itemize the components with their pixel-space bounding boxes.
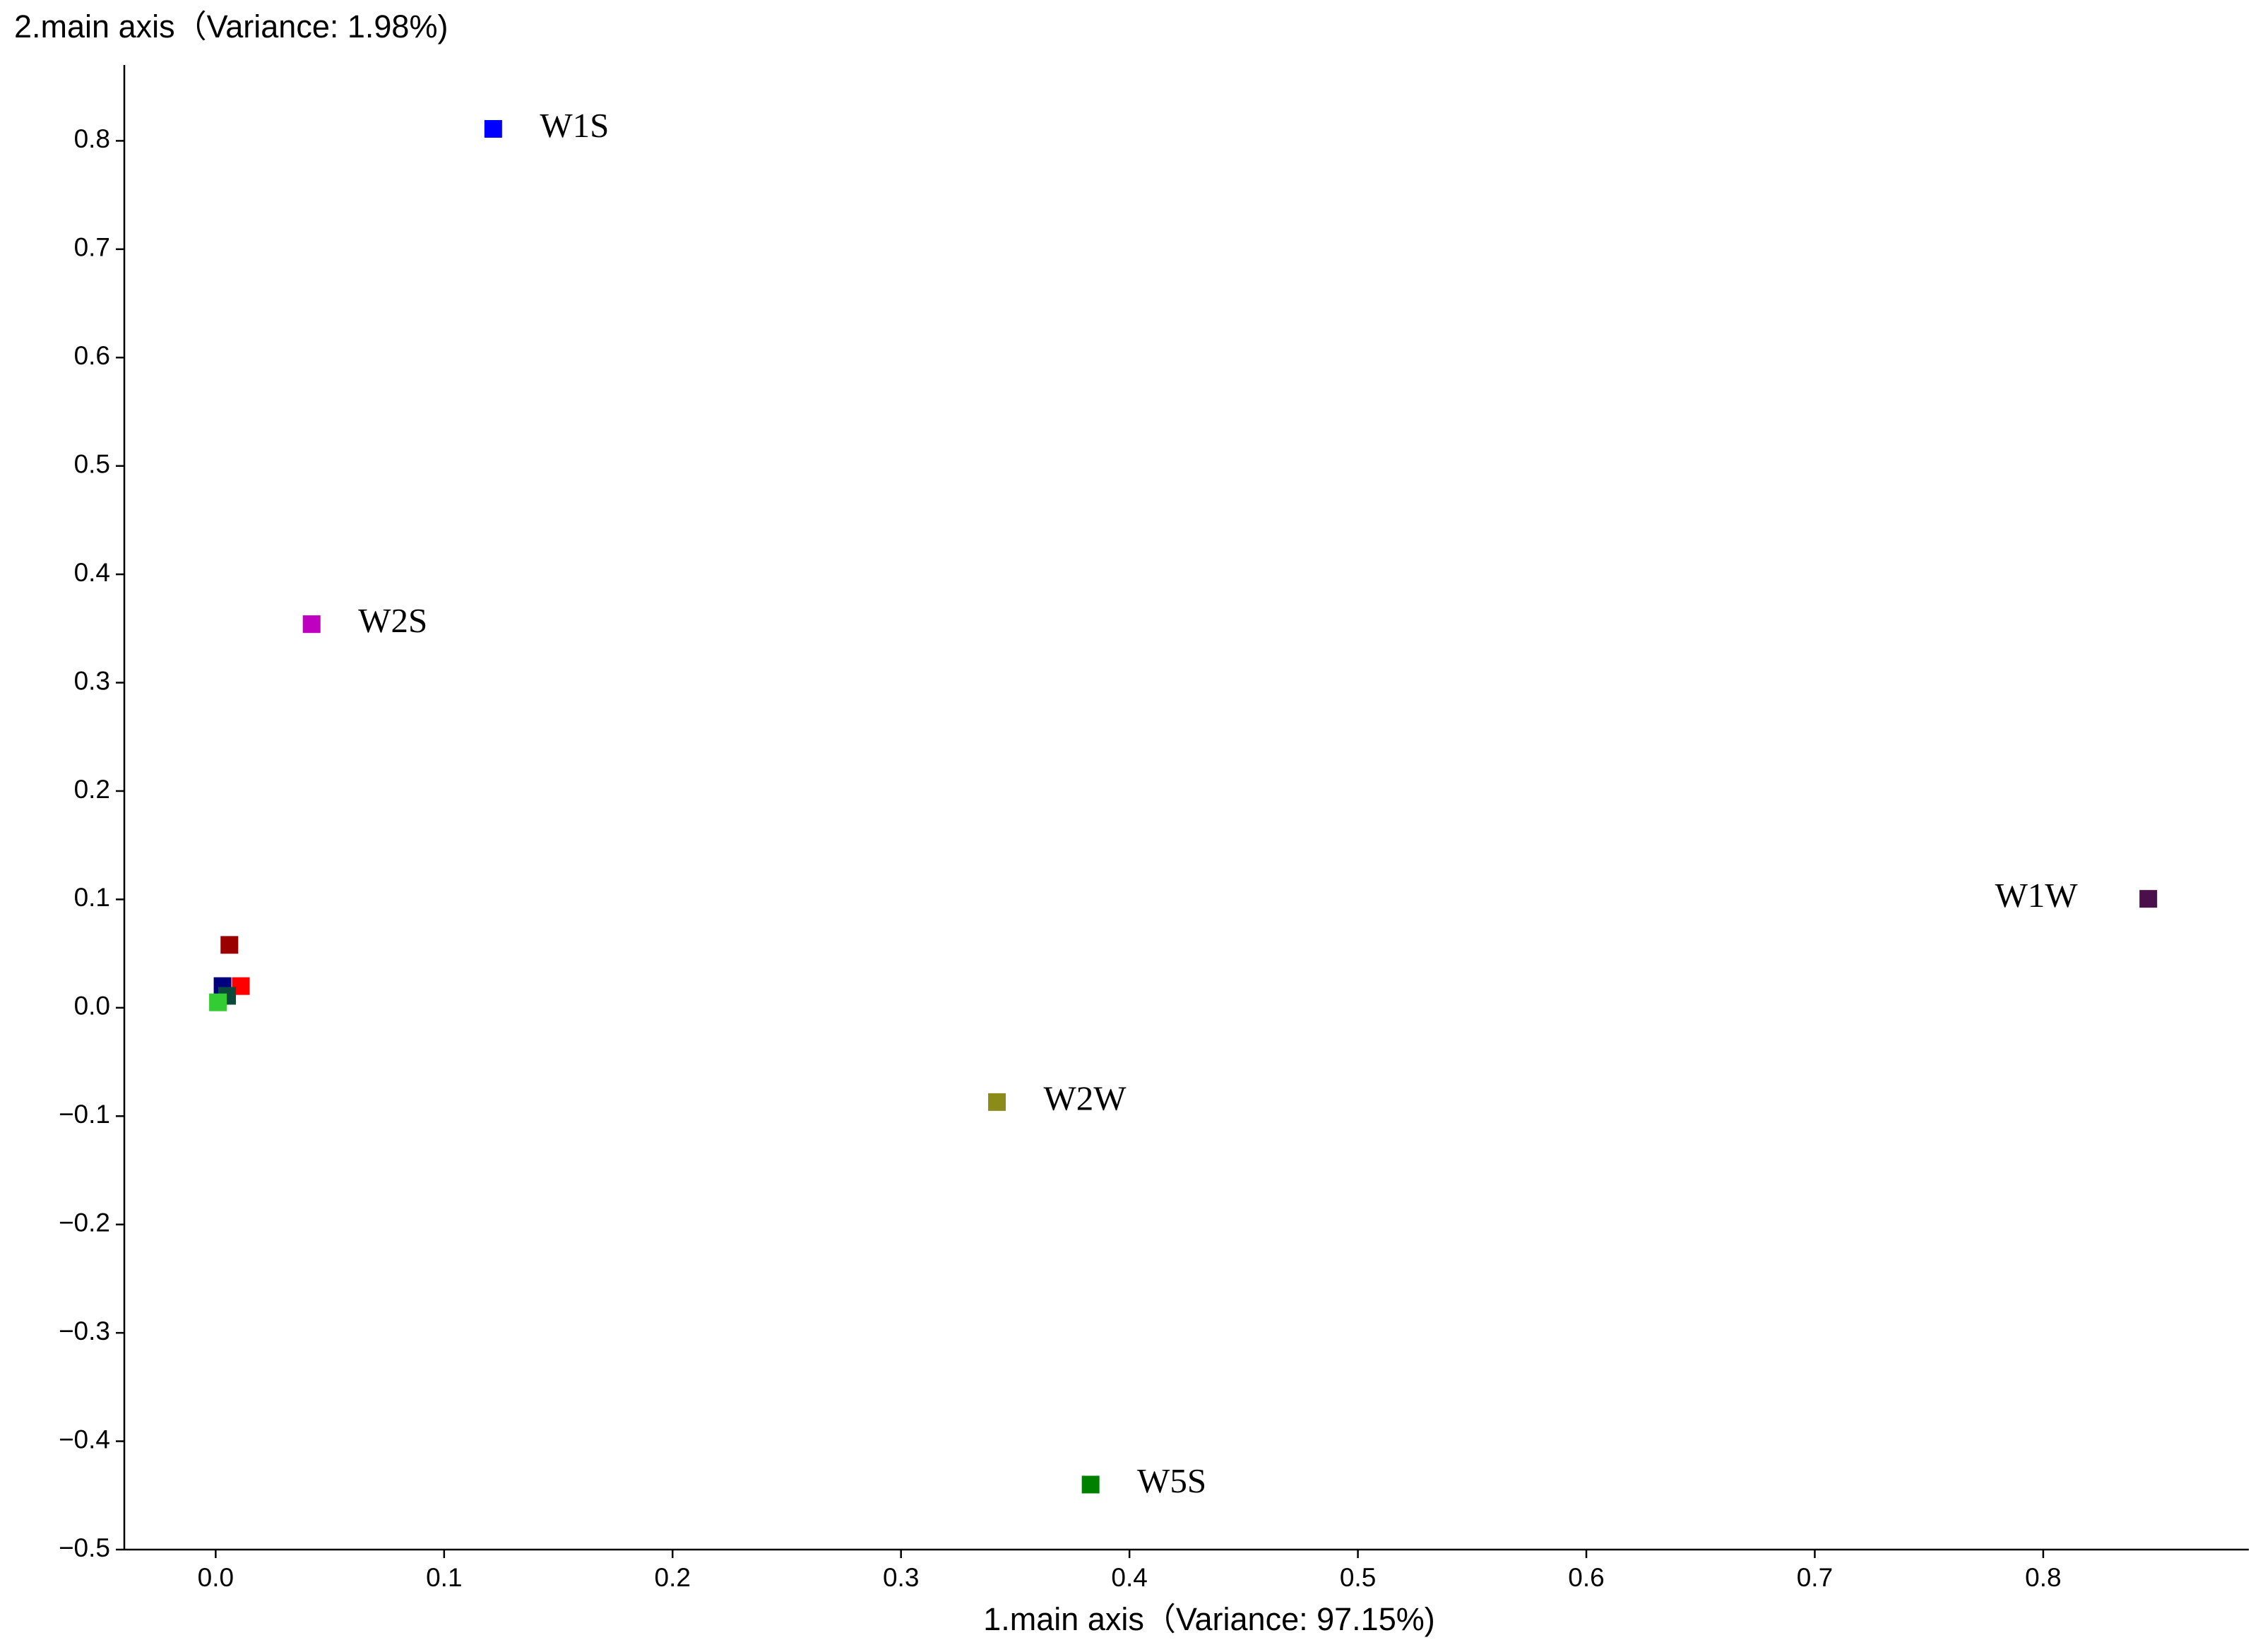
y-tick-label: 0.4 — [74, 558, 110, 587]
y-tick-label: 0.1 — [74, 883, 110, 912]
point — [2139, 890, 2158, 908]
y-tick-label: 0.8 — [74, 124, 110, 153]
y-tick-label: −0.5 — [59, 1533, 110, 1562]
point-label: W2S — [358, 601, 427, 640]
x-tick-label: 0.4 — [1111, 1563, 1147, 1592]
point — [988, 1093, 1006, 1111]
point — [220, 936, 239, 954]
point — [209, 993, 227, 1011]
point — [484, 120, 502, 138]
y-tick-label: −0.2 — [59, 1208, 110, 1237]
x-tick-label: 0.2 — [655, 1563, 691, 1592]
y-tick-label: 0.2 — [74, 775, 110, 804]
point-label: W1W — [1995, 876, 2079, 915]
point-label: W2W — [1044, 1079, 1127, 1118]
point — [1081, 1475, 1100, 1494]
x-tick-label: 0.8 — [2025, 1563, 2061, 1592]
point-label: W1S — [540, 106, 609, 145]
y-axis-title: 2.main axis（Variance: 1.98%) — [14, 8, 448, 44]
point — [302, 615, 321, 634]
x-tick-label: 0.1 — [426, 1563, 462, 1592]
y-tick-label: 0.7 — [74, 233, 110, 262]
y-tick-label: 0.6 — [74, 341, 110, 370]
x-tick-label: 0.3 — [883, 1563, 919, 1592]
y-tick-label: 0.3 — [74, 666, 110, 695]
y-tick-label: −0.1 — [59, 1100, 110, 1129]
y-tick-label: −0.4 — [59, 1425, 110, 1454]
x-axis-title: 1.main axis（Variance: 97.15%) — [983, 1601, 1434, 1637]
y-tick-label: −0.3 — [59, 1317, 110, 1345]
x-tick-label: 0.7 — [1797, 1563, 1833, 1592]
point-label: W5S — [1137, 1461, 1206, 1500]
x-tick-label: 0.5 — [1340, 1563, 1376, 1592]
y-tick-label: 0.0 — [74, 992, 110, 1021]
x-tick-label: 0.6 — [1568, 1563, 1604, 1592]
y-tick-label: 0.5 — [74, 449, 110, 478]
x-tick-label: 0.0 — [198, 1563, 234, 1592]
